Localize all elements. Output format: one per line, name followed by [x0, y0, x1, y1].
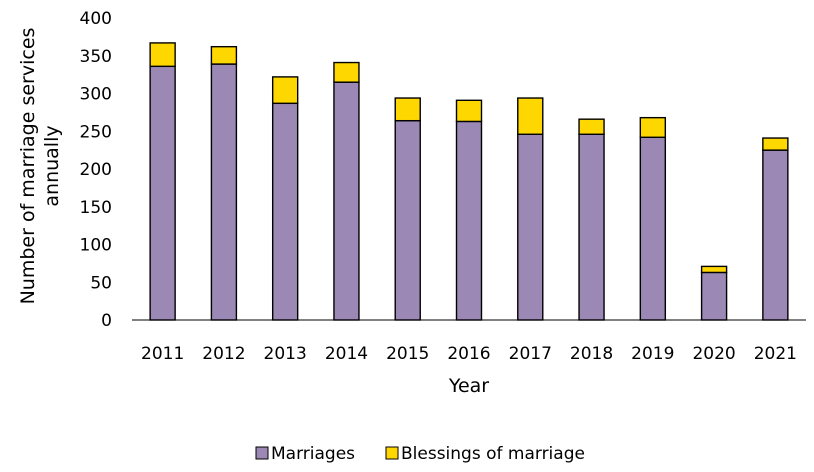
bar-marriages-2015: [394, 119, 421, 321]
x-tick-label: 2018: [570, 344, 613, 364]
bar-marriages-2019: [639, 136, 667, 321]
x-tick-label: 2020: [692, 344, 735, 364]
bar-marriages-2014: [333, 81, 360, 321]
bar-marriages-2012: [210, 63, 238, 321]
legend: Marriages Blessings of marriage: [255, 444, 585, 464]
x-tick-label: 2016: [447, 344, 490, 364]
bar-marriages-2020: [700, 271, 728, 321]
bar-marriages-2017: [517, 133, 544, 321]
x-axis-ticks: 2011 2012 2013 2014 2015 2016 2017 2018 2019 2020…: [141, 344, 797, 364]
bar-blessings-2018: [578, 118, 605, 135]
bar-blessings-2013: [271, 76, 299, 105]
y-tick-label: 150: [80, 198, 112, 218]
legend-swatch-blessings: [385, 446, 399, 460]
x-axis-title: Year: [448, 375, 489, 397]
y-tick-label: 100: [80, 236, 112, 256]
y-tick-label: 50: [90, 273, 112, 293]
y-tick-label: 200: [80, 160, 112, 180]
y-tick-label: 0: [101, 311, 112, 331]
bar-marriages-2016: [455, 120, 483, 321]
bar-blessings-2019: [639, 116, 667, 138]
x-tick-label: 2019: [631, 344, 674, 364]
x-tick-label: 2011: [141, 344, 184, 364]
bar-blessings-2021: [762, 137, 789, 151]
legend-label-marriages: Marriages: [271, 444, 355, 464]
y-tick-label: 250: [80, 122, 112, 142]
x-tick-label: 2015: [386, 344, 429, 364]
x-tick-label: 2021: [754, 344, 797, 364]
y-tick-label: 300: [80, 85, 112, 105]
y-axis-title-line-1: Number of marriage services: [17, 28, 39, 305]
bar-blessings-2012: [210, 45, 238, 65]
y-tick-label: 400: [80, 9, 112, 29]
x-tick-label: 2012: [202, 344, 245, 364]
x-tick-label: 2017: [509, 344, 552, 364]
bar-marriages-2013: [271, 102, 299, 321]
bar-blessings-2016: [455, 99, 483, 123]
y-axis-ticks: 0 50 100 150 200 250 300 350 400: [80, 9, 112, 331]
bar-blessings-2017: [517, 97, 544, 135]
bar-blessings-2020: [700, 265, 728, 274]
bar-blessings-2015: [394, 97, 421, 122]
bar-marriages-2021: [762, 149, 789, 321]
x-tick-label: 2013: [264, 344, 307, 364]
legend-label-blessings: Blessings of marriage: [401, 444, 585, 464]
y-tick-label: 350: [80, 47, 112, 67]
x-tick-label: 2014: [325, 344, 368, 364]
bar-marriages-2018: [578, 133, 605, 321]
bar-marriages-2011: [149, 65, 176, 321]
bar-blessings-2014: [333, 61, 360, 83]
bars: [149, 42, 789, 321]
y-axis-title-line-2: annually: [41, 125, 63, 206]
y-axis-title: Number of marriage services annually: [17, 28, 63, 305]
legend-swatch-marriages: [255, 446, 269, 460]
bar-blessings-2011: [149, 42, 176, 68]
